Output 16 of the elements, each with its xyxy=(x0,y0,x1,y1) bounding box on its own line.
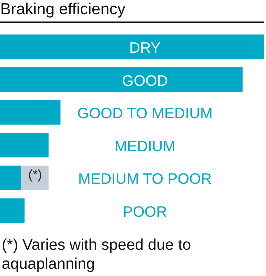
bar xyxy=(0,34,264,60)
y-tick-label: GOOD xyxy=(122,72,168,90)
y-tick-label: GOOD TO MEDIUM xyxy=(78,106,213,123)
y-tick-label: MEDIUM TO POOR xyxy=(78,171,212,188)
y-tick-label: DRY xyxy=(129,40,161,58)
bar xyxy=(0,166,22,190)
x-axis-title: Braking efficiency xyxy=(0,2,126,18)
bar xyxy=(0,198,25,224)
annotation: (*) Varies with speed due to aquaplanning xyxy=(1,236,192,274)
y-tick-label: MEDIUM xyxy=(114,138,176,156)
bar xyxy=(0,68,243,92)
bar xyxy=(0,133,49,158)
y-tick-label: POOR xyxy=(123,204,168,221)
bar xyxy=(0,100,61,125)
annotation: (*) xyxy=(28,167,42,182)
bar xyxy=(21,166,49,190)
